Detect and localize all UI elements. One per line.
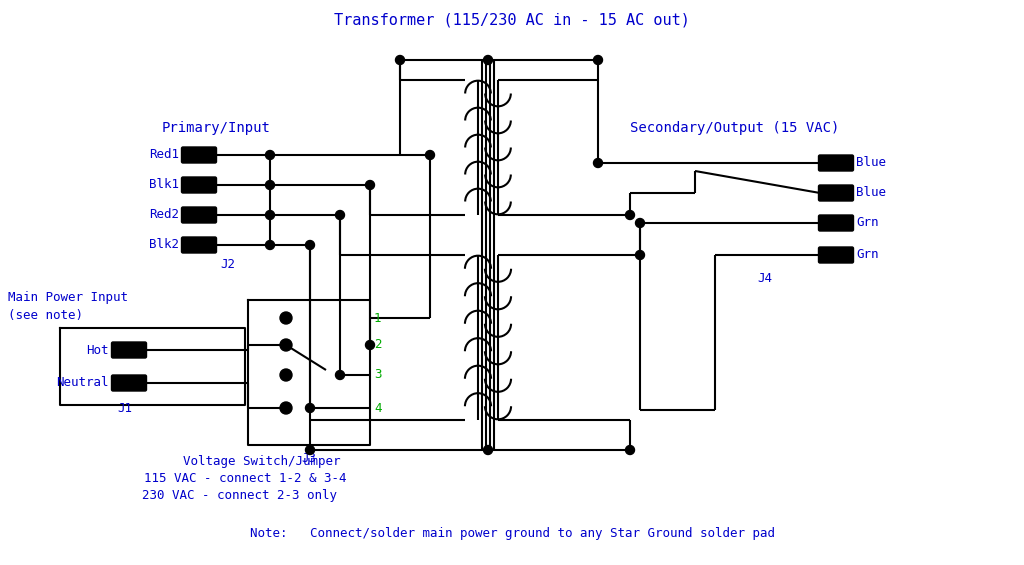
Text: Blk1: Blk1 xyxy=(150,179,179,192)
Text: Red2: Red2 xyxy=(150,208,179,221)
Circle shape xyxy=(594,55,602,64)
Circle shape xyxy=(265,241,274,250)
Circle shape xyxy=(636,250,644,259)
FancyBboxPatch shape xyxy=(181,177,216,193)
Text: Grn: Grn xyxy=(856,249,879,262)
FancyBboxPatch shape xyxy=(112,342,146,358)
FancyBboxPatch shape xyxy=(818,247,853,263)
Circle shape xyxy=(366,180,375,189)
Text: Red1: Red1 xyxy=(150,149,179,162)
Text: Note:   Connect/solder main power ground to any Star Ground solder pad: Note: Connect/solder main power ground t… xyxy=(250,527,774,540)
Text: Secondary/Output (15 VAC): Secondary/Output (15 VAC) xyxy=(630,121,840,135)
Text: 230 VAC - connect 2-3 only: 230 VAC - connect 2-3 only xyxy=(142,489,338,502)
Text: Hot: Hot xyxy=(86,344,109,357)
Text: Transformer (115/230 AC in - 15 AC out): Transformer (115/230 AC in - 15 AC out) xyxy=(334,12,690,28)
Text: Blue: Blue xyxy=(856,186,886,199)
Circle shape xyxy=(395,55,404,64)
Text: J2: J2 xyxy=(220,259,234,272)
Circle shape xyxy=(280,402,292,414)
Circle shape xyxy=(336,371,344,380)
Text: 1: 1 xyxy=(374,311,382,324)
Circle shape xyxy=(305,241,314,250)
Circle shape xyxy=(483,55,493,64)
FancyBboxPatch shape xyxy=(818,155,853,171)
Circle shape xyxy=(336,211,344,219)
FancyBboxPatch shape xyxy=(181,147,216,163)
Text: Blue: Blue xyxy=(856,157,886,170)
Circle shape xyxy=(594,159,602,167)
Circle shape xyxy=(280,312,292,324)
Text: Primary/Input: Primary/Input xyxy=(162,121,271,135)
Text: J4: J4 xyxy=(757,272,772,285)
FancyBboxPatch shape xyxy=(818,185,853,201)
Circle shape xyxy=(626,211,635,219)
FancyBboxPatch shape xyxy=(181,207,216,223)
Circle shape xyxy=(366,341,375,350)
FancyBboxPatch shape xyxy=(181,237,216,253)
Text: 115 VAC - connect 1-2 & 3-4: 115 VAC - connect 1-2 & 3-4 xyxy=(143,472,346,485)
Circle shape xyxy=(280,369,292,381)
Text: Voltage Switch/Jumper: Voltage Switch/Jumper xyxy=(183,455,341,468)
Text: (see note): (see note) xyxy=(8,308,83,321)
FancyBboxPatch shape xyxy=(112,375,146,391)
Circle shape xyxy=(305,403,314,412)
Circle shape xyxy=(626,445,635,454)
Circle shape xyxy=(636,219,644,228)
FancyBboxPatch shape xyxy=(818,215,853,231)
Text: Blk2: Blk2 xyxy=(150,238,179,251)
Circle shape xyxy=(305,445,314,454)
Text: 4: 4 xyxy=(374,402,382,415)
Text: J3: J3 xyxy=(301,453,316,466)
Text: J1: J1 xyxy=(118,402,132,415)
Circle shape xyxy=(483,445,493,454)
Circle shape xyxy=(426,150,434,159)
Text: 3: 3 xyxy=(374,368,382,381)
Text: 2: 2 xyxy=(374,338,382,351)
Circle shape xyxy=(265,180,274,189)
Circle shape xyxy=(265,211,274,219)
Text: Neutral: Neutral xyxy=(56,376,109,389)
Text: Main Power Input: Main Power Input xyxy=(8,292,128,305)
Text: Grn: Grn xyxy=(856,216,879,229)
Circle shape xyxy=(280,339,292,351)
Circle shape xyxy=(265,150,274,159)
